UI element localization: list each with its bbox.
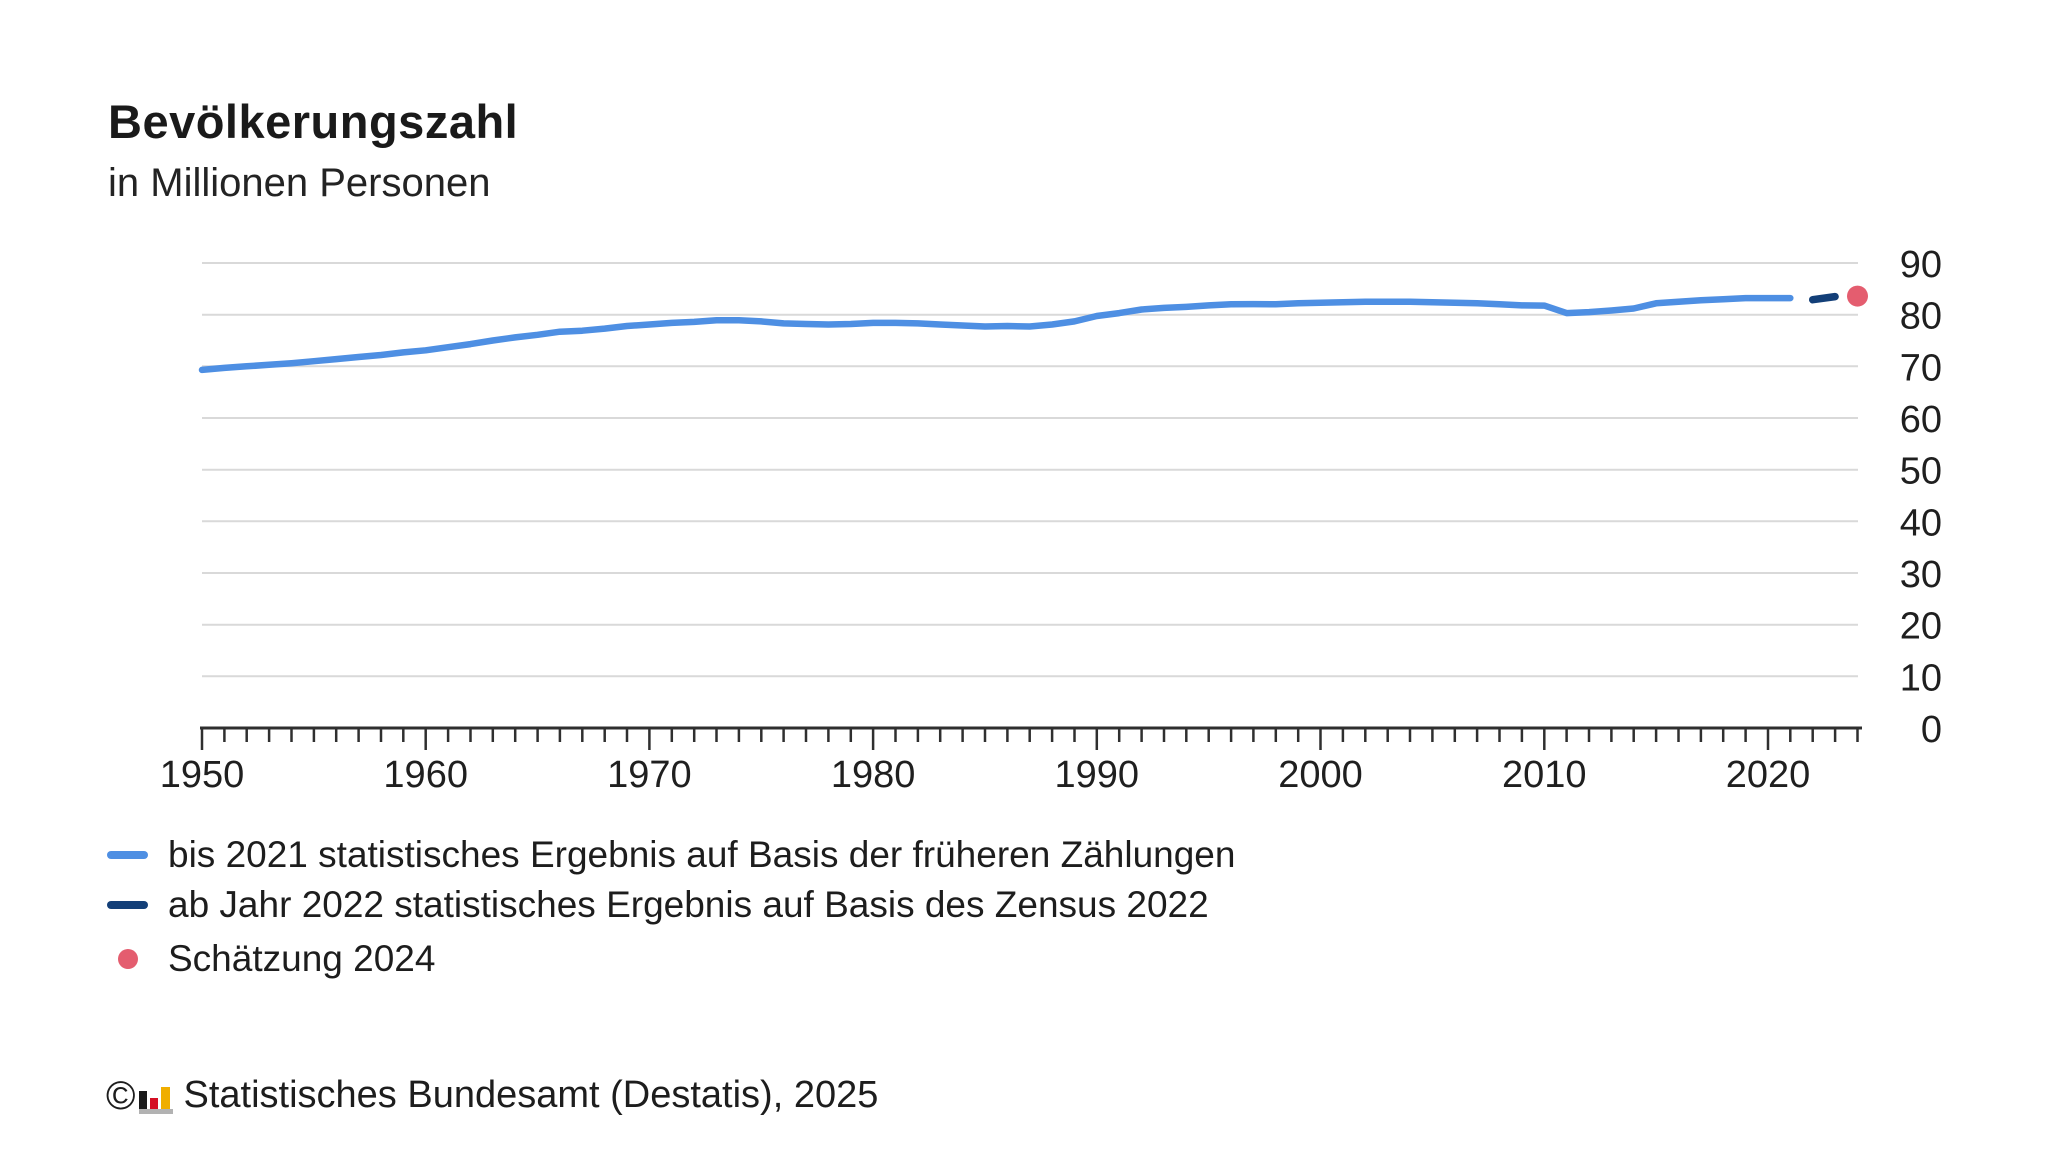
x-axis-tick-label: 2010 [1502, 754, 1587, 796]
legend-marker-slot [107, 851, 148, 859]
copyright-icon: © [106, 1074, 136, 1118]
legend-marker-slot [107, 901, 148, 909]
red-dot-swatch-icon [117, 949, 138, 969]
chart-legend: bis 2021 statistisches Ergebnis auf Basi… [107, 830, 1235, 988]
legend-item-label: bis 2021 statistisches Ergebnis auf Basi… [168, 834, 1236, 875]
x-axis-tick-label: 1990 [1055, 754, 1140, 796]
chart-title: Bevölkerungszahl [108, 95, 519, 148]
x-axis-tick-label: 1950 [160, 754, 245, 796]
series-census-2022-line [1808, 292, 1839, 304]
legend-item-pre-census: bis 2021 statistisches Ergebnis auf Basi… [107, 830, 1235, 880]
legend-item-label: ab Jahr 2022 statistisches Ergebnis auf … [168, 884, 1209, 925]
chart-subtitle: in Millionen Personen [108, 161, 491, 205]
x-axis-tick-label: 1970 [607, 754, 692, 796]
y-axis-tick-label: 90 [1900, 244, 1942, 286]
series-pre-census-line [198, 294, 1794, 374]
legend-item-label: Schätzung 2024 [168, 938, 436, 979]
y-axis-tick-label: 50 [1900, 451, 1942, 493]
y-axis-tick-label: 80 [1900, 296, 1942, 338]
logo-bar-red [150, 1098, 159, 1109]
estimate-2024-point [1847, 285, 1868, 307]
legend-item-census-2022: ab Jahr 2022 statistisches Ergebnis auf … [107, 880, 1235, 930]
y-axis-tick-label: 0 [1921, 709, 1942, 751]
x-axis-tick-label: 2020 [1726, 754, 1811, 796]
logo-bar-gold [161, 1087, 171, 1109]
x-axis-tick-label: 1960 [383, 754, 468, 796]
logo-bar-black [139, 1091, 148, 1109]
y-axis-tick-label: 20 [1900, 606, 1942, 648]
y-axis-tick-label: 30 [1900, 554, 1942, 596]
y-axis-tick-label: 60 [1900, 399, 1942, 441]
x-axis-tick-label: 1980 [831, 754, 916, 796]
y-axis-tick-label: 10 [1900, 657, 1942, 699]
logo-base-bar [139, 1109, 174, 1114]
blue-line-swatch-icon [107, 851, 148, 859]
y-axis-tick-label: 40 [1900, 502, 1942, 544]
legend-marker-slot [107, 949, 148, 969]
source-attribution: © Statistisches Bundesamt (Destatis), 20… [106, 1074, 879, 1118]
destatis-logo-icon [139, 1082, 175, 1114]
x-axis-tick-label: 2000 [1278, 754, 1363, 796]
navy-dash-swatch-icon [107, 901, 148, 909]
legend-item-estimate-2024: Schätzung 2024 [107, 930, 1235, 988]
y-axis-tick-label: 70 [1900, 347, 1942, 389]
source-text: Statistisches Bundesamt (Destatis), 2025 [183, 1074, 879, 1117]
